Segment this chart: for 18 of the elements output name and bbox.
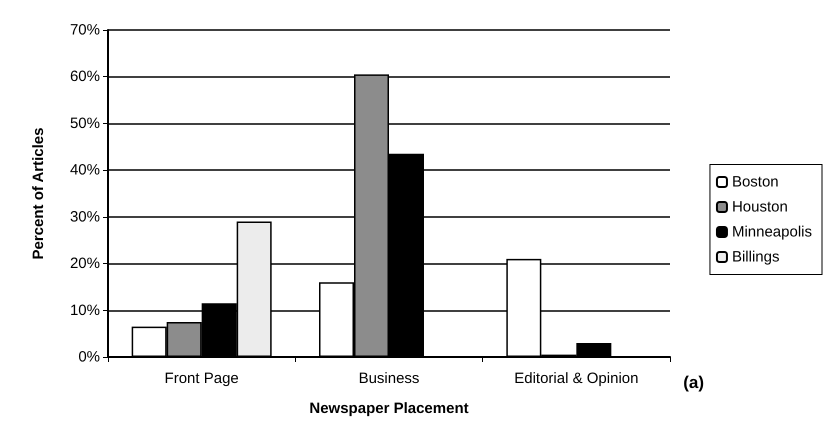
- legend-label: Minneapolis: [732, 224, 812, 240]
- y-tick-label: 0%: [78, 348, 100, 366]
- x-tick-label: Front Page: [164, 370, 239, 387]
- legend-label: Houston: [732, 198, 788, 216]
- legend-label: Billings: [732, 248, 780, 266]
- text: (a): [683, 373, 704, 392]
- y-tick-label: 30%: [70, 208, 100, 226]
- y-tick-label: 20%: [70, 255, 100, 272]
- y-tick-label: 50%: [70, 114, 100, 132]
- y-tick-label: 60%: [70, 68, 100, 86]
- x-tick-label: Business: [358, 370, 420, 387]
- x-axis-title: Newspaper Placement: [309, 400, 469, 417]
- x-tick-label: Editorial & Opinion: [514, 370, 638, 387]
- y-axis-title: Percent of Articles: [30, 128, 47, 260]
- y-tick-label: 10%: [70, 302, 100, 319]
- y-tick-label: 40%: [70, 162, 100, 179]
- legend-label: Boston: [732, 174, 779, 190]
- y-tick-label: 70%: [70, 22, 100, 38]
